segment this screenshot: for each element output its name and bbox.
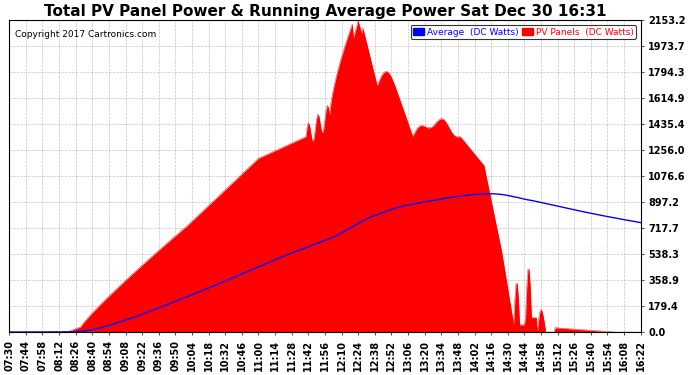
Text: Copyright 2017 Cartronics.com: Copyright 2017 Cartronics.com — [15, 30, 157, 39]
Legend: Average  (DC Watts), PV Panels  (DC Watts): Average (DC Watts), PV Panels (DC Watts) — [411, 25, 636, 39]
Title: Total PV Panel Power & Running Average Power Sat Dec 30 16:31: Total PV Panel Power & Running Average P… — [43, 4, 607, 19]
